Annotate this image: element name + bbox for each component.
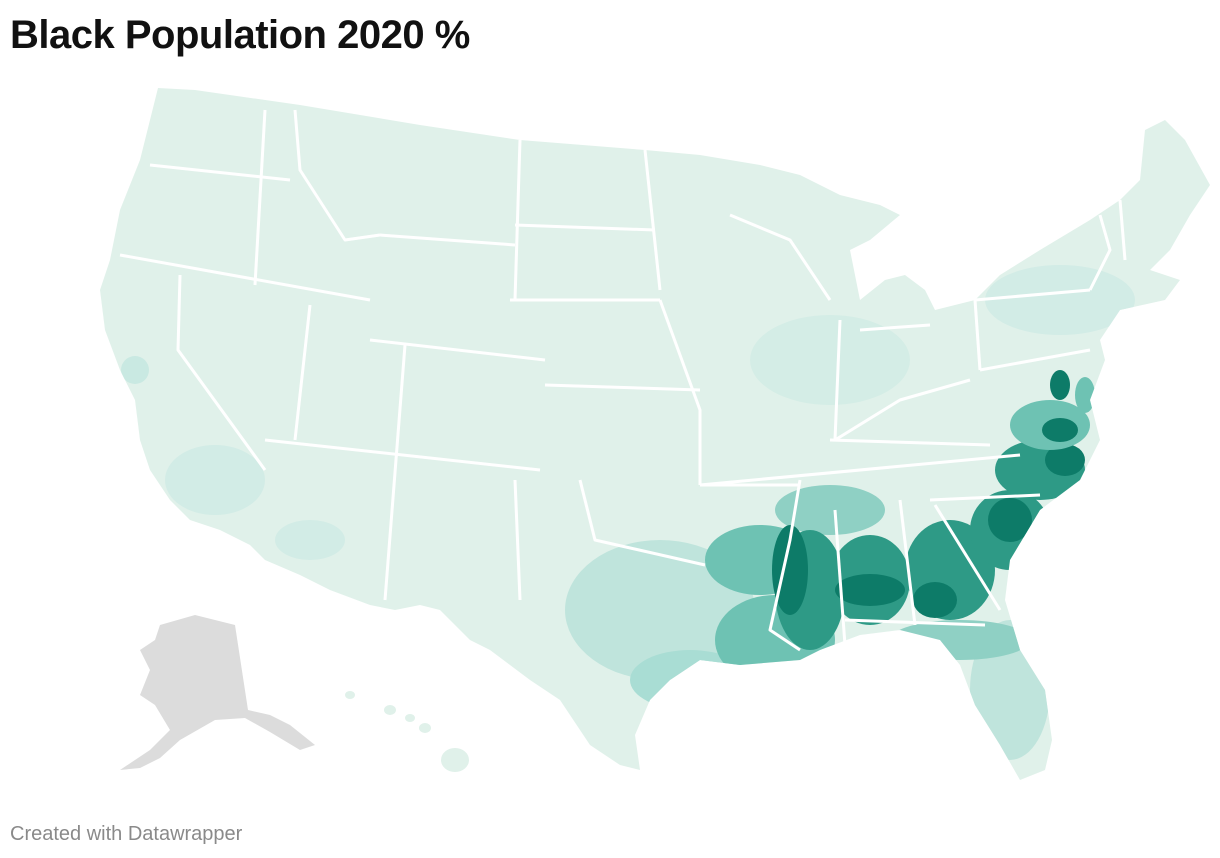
border-ohio-river <box>834 378 971 442</box>
region-tennessee-west <box>775 485 885 535</box>
region-maryland <box>1050 370 1070 400</box>
border-or-ca-nv <box>119 253 371 302</box>
border-nm-tx <box>513 479 522 601</box>
border-ks-ok <box>544 383 701 392</box>
border-ny-vt <box>1118 199 1127 261</box>
border-nc-sc <box>929 493 1041 502</box>
border-mn-west <box>643 149 662 291</box>
datawrapper-credit-link[interactable]: Created with Datawrapper <box>10 823 243 845</box>
border-mi-oh <box>859 323 931 332</box>
border-dakotas-west <box>513 139 522 301</box>
region-mississippi-delta <box>772 525 808 615</box>
border-nv-ut <box>293 304 312 441</box>
border-va-md <box>979 348 1091 372</box>
border-al-ga <box>898 499 917 626</box>
border-ga-fl <box>844 618 986 627</box>
region-delmarva <box>1075 377 1095 413</box>
border-ms-river <box>768 479 802 652</box>
border-id-west <box>253 109 267 286</box>
border-az-nm <box>264 438 541 472</box>
region-alabama-black-belt <box>835 574 905 606</box>
border-mt-wy <box>379 233 516 247</box>
border-new-england <box>1088 214 1112 291</box>
region-midwest-light <box>750 315 910 405</box>
region-southwest-light <box>165 445 265 515</box>
region-east-texas <box>565 540 755 680</box>
border-wi-mi <box>729 213 832 301</box>
border-ok-tx <box>578 479 706 567</box>
footer-credit: Created with Datawrapper <box>10 821 242 847</box>
chart-title: Black Population 2020 % <box>10 13 470 57</box>
region-north-florida <box>890 620 1030 660</box>
border-ga-sc <box>933 504 1002 611</box>
region-eastern-nc <box>1045 444 1085 476</box>
border-tn-south <box>699 453 1021 487</box>
region-northeast-light <box>985 265 1135 335</box>
border-wa-or <box>149 163 291 182</box>
hawaii <box>345 691 469 772</box>
border-wy-co <box>369 338 546 362</box>
border-ca-nv <box>176 274 267 471</box>
border-ky-tn <box>829 438 991 447</box>
state-borders <box>119 109 1127 652</box>
alaska <box>120 615 315 770</box>
border-mo-east <box>658 299 702 485</box>
border-ms-al <box>833 509 847 646</box>
border-nd-sd <box>514 223 656 232</box>
region-sc-midlands <box>988 498 1032 542</box>
border-il-in <box>833 319 842 441</box>
border-pa-ny <box>974 288 1091 302</box>
region-arizona-light <box>275 520 345 560</box>
region-bay-area <box>121 356 149 384</box>
border-oh-pa <box>973 299 982 371</box>
region-southwest-georgia <box>913 582 957 618</box>
region-southside-virginia <box>1042 418 1078 442</box>
border-mt-id <box>293 109 381 242</box>
border-ut-co <box>383 344 407 601</box>
